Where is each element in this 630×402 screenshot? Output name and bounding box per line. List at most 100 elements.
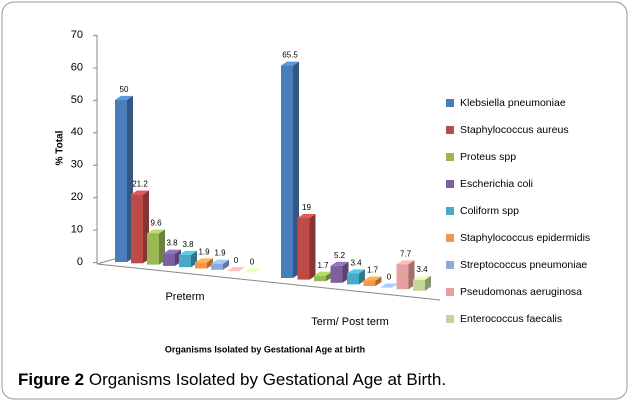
bar-side (309, 213, 316, 280)
value-label: 3.8 (182, 240, 194, 249)
bar-top (413, 275, 431, 280)
y-tick (92, 164, 98, 167)
bar-top (227, 267, 245, 272)
legend-swatch (446, 288, 454, 296)
bar (347, 273, 359, 285)
legend-label: Staphylococcus aureus (460, 124, 569, 136)
bar-top (380, 283, 398, 288)
bar-top (115, 95, 133, 100)
category-label: Term/ Post term (311, 316, 389, 328)
value-label: 3.8 (166, 239, 178, 248)
value-label: 19 (302, 203, 311, 212)
y-tick (92, 66, 98, 69)
bar (281, 65, 293, 278)
bar-top (211, 259, 229, 264)
bar-side (425, 275, 431, 291)
bar (363, 280, 376, 286)
bar (211, 263, 223, 270)
legend-label: Klebsiella pneumoniae (460, 97, 566, 109)
y-tick-label: 30 (71, 159, 83, 171)
y-tick (92, 229, 98, 232)
legend-label: Escherichia coli (460, 178, 533, 190)
caption-text: Organisms Isolated by Gestational Age at… (89, 370, 446, 389)
value-label: 65.5 (282, 51, 298, 60)
bar-top (131, 190, 149, 195)
legend-swatch (446, 126, 454, 134)
legend-swatch (446, 153, 454, 161)
value-label: 1.9 (214, 249, 226, 258)
bar (163, 253, 175, 266)
bar (115, 99, 127, 262)
y-tick-label: 10 (71, 223, 83, 235)
y-tick-label: 70 (71, 29, 83, 41)
bar-top (314, 271, 332, 276)
bar-top (179, 250, 197, 255)
y-tick (92, 99, 98, 102)
legend-swatch (446, 261, 454, 269)
value-label: 0 (250, 258, 255, 267)
bar (314, 275, 326, 282)
value-label: 1.9 (198, 247, 210, 256)
bar-top (281, 61, 299, 66)
y-tick-label: 60 (71, 61, 83, 73)
legend-swatch (446, 315, 454, 323)
value-label: 50 (120, 85, 129, 94)
bar-top (363, 276, 382, 281)
y-tick-label: 40 (71, 126, 83, 138)
legend-swatch (446, 180, 454, 188)
y-tick (92, 131, 98, 134)
legend-swatch (446, 207, 454, 215)
y-tick-label: 50 (71, 94, 83, 106)
legend-label: Pseudomonas aeruginosa (460, 286, 582, 298)
value-label: 0 (387, 273, 392, 282)
value-label: 3.4 (350, 258, 362, 267)
floor-back (96, 257, 119, 265)
bar-side (375, 276, 382, 286)
bar-side (223, 259, 229, 270)
value-label: 7.7 (400, 249, 412, 258)
value-label: 1.7 (367, 266, 379, 275)
legend-swatch (446, 99, 454, 107)
legend-label: Streptococcus pneumoniae (460, 259, 587, 271)
bar (396, 264, 409, 290)
bar-top (347, 269, 365, 274)
bar (131, 194, 143, 264)
bar-top (396, 260, 415, 265)
y-tick (92, 196, 98, 199)
bar-side (207, 258, 213, 269)
floor-edge (96, 263, 441, 301)
legend-label: Coliform spp (460, 205, 519, 217)
category-label: Preterm (165, 291, 204, 303)
value-label: 0 (234, 256, 239, 265)
bar (179, 254, 191, 268)
y-tick-label: 0 (77, 256, 83, 268)
bar-top (147, 229, 165, 234)
bar (413, 279, 425, 291)
bar-top (195, 258, 213, 263)
legend-label: Staphylococcus epidermidis (460, 232, 590, 244)
value-label: 5.2 (334, 251, 346, 260)
y-tick (92, 261, 98, 264)
bar (195, 262, 207, 269)
bar-top (243, 268, 261, 273)
bar (147, 233, 159, 265)
bar-top (297, 213, 316, 218)
bar-top (163, 249, 181, 254)
legend-label: Enterococcus faecalis (460, 313, 562, 325)
caption-label: Figure 2 (18, 370, 84, 389)
value-label: 1.7 (317, 261, 329, 270)
bar (297, 217, 310, 280)
y-axis-label: % Total (55, 130, 66, 165)
legend-swatch (446, 234, 454, 242)
bar (330, 265, 343, 283)
caption: Figure 2 Organisms Isolated by Gestation… (18, 370, 446, 389)
y-tick-label: 20 (71, 191, 83, 203)
value-label: 9.6 (150, 219, 162, 228)
y-tick (92, 34, 98, 37)
x-axis-label: Organisms Isolated by Gestational Age at… (165, 344, 365, 354)
legend-label: Proteus spp (460, 151, 516, 163)
value-label: 21.2 (132, 180, 148, 189)
